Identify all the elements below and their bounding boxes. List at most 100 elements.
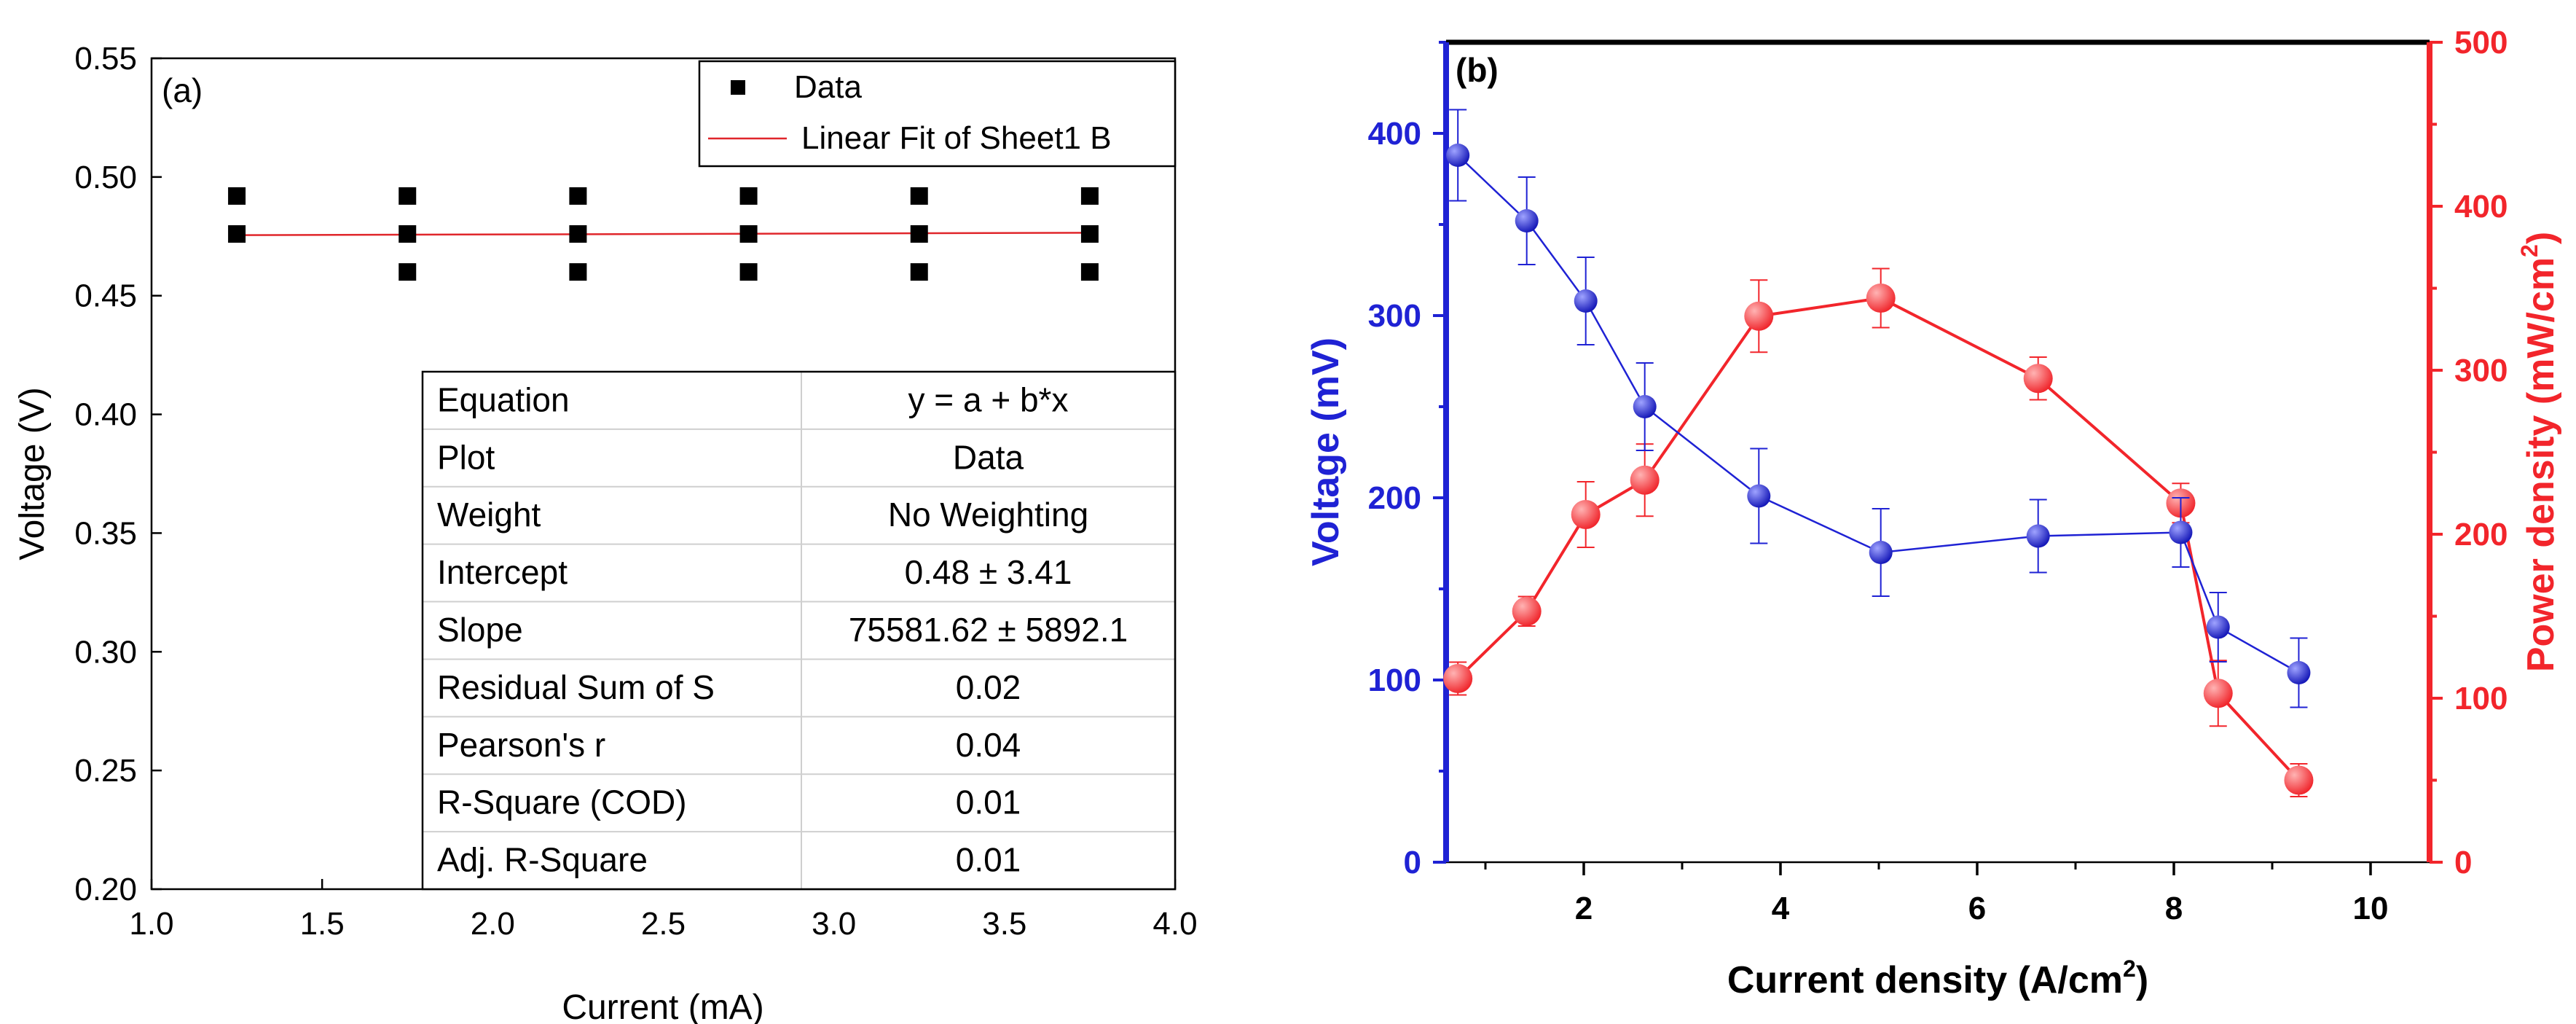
panel-b-left-y-axis-title: Voltage (mV) — [1305, 337, 1347, 566]
panel-b-left-y-tick-label: 0 — [1404, 845, 1421, 880]
voltage-data-point — [1574, 289, 1598, 313]
panel-b-label: (b) — [1456, 51, 1499, 89]
voltage-data-point — [2206, 615, 2230, 639]
data-point — [228, 187, 246, 205]
power-data-point — [1630, 465, 1660, 495]
fit-statistics-table: Equation y = a + b*x Plot Data Weight No Weig… — [421, 370, 1177, 891]
fit-table-value: Data — [953, 438, 1024, 476]
panel-b-right-y-tick-label: 400 — [2454, 189, 2508, 224]
panel-b-right-y-tick-label: 500 — [2454, 25, 2508, 60]
x-axis-title-sup: 2 — [2123, 955, 2136, 982]
panel-a-y-tick-label: 0.45 — [74, 278, 137, 314]
power-data-point — [2284, 765, 2314, 795]
x-axis-title-end: ) — [2136, 959, 2148, 1001]
fit-table-background — [423, 372, 1175, 889]
panel-a-x-tick-label: 4.0 — [1152, 906, 1197, 942]
fit-table-value: 0.04 — [956, 726, 1021, 764]
panel-b-right-y-tick-label: 200 — [2454, 517, 2508, 552]
panel-b-x-tick-label: 10 — [2353, 891, 2389, 926]
data-point — [739, 263, 758, 281]
fit-table-parameter: Residual Sum of S — [437, 668, 715, 706]
voltage-series-line — [1457, 155, 2300, 674]
panel-a-x-tick-label: 1.0 — [129, 906, 173, 942]
data-point — [1080, 263, 1099, 281]
panel-b-right-y-tick-label: 100 — [2454, 681, 2508, 716]
panel-a-x-tick-label: 1.5 — [300, 906, 345, 942]
panel-b-right-y-axis-title: Power density (mW/cm2) — [2516, 232, 2562, 672]
panel-b-left-y-tick-label: 100 — [1368, 663, 1421, 698]
legend-data-swatch — [731, 80, 745, 95]
fit-table-parameter: Slope — [437, 611, 523, 649]
data-point — [739, 187, 758, 205]
panel-b-left-y-tick-label: 300 — [1368, 298, 1421, 334]
panel-b-x-tick-label: 4 — [1772, 891, 1790, 926]
data-point — [739, 225, 758, 243]
power-data-point — [1443, 664, 1473, 693]
power-data-point — [1571, 500, 1601, 529]
panel-a-x-tick-label: 3.0 — [812, 906, 856, 942]
voltage-data-point — [2169, 520, 2193, 544]
power-data-point — [1744, 301, 1774, 331]
data-point — [398, 225, 417, 243]
data-point — [569, 225, 587, 243]
panel-a-x-tick-label: 2.0 — [471, 906, 515, 942]
linear-fit-line — [237, 232, 1090, 236]
fit-table-parameter: Weight — [437, 496, 541, 534]
voltage-data-point — [1633, 395, 1657, 418]
fit-table-value: 0.48 ± 3.41 — [905, 553, 1072, 591]
data-point — [398, 187, 417, 205]
fit-table-value: y = a + b*x — [908, 380, 1069, 418]
panel-a-y-tick-label: 0.20 — [74, 872, 137, 907]
panel-b-left-y-tick-label: 400 — [1368, 116, 1421, 152]
panel-b-left-y-tick-label: 200 — [1368, 480, 1421, 516]
panel-a-chart: 1.0 1.5 2.0 2.5 3.0 3.5 4.0 0.20 0.25 0.30 0.35 0.4… — [13, 41, 1198, 1024]
power-data-point — [1512, 596, 1542, 626]
fit-table-parameter: Adj. R-Square — [437, 841, 648, 879]
voltage-data-point — [1446, 144, 1470, 167]
data-point — [910, 187, 928, 205]
panel-a-y-tick-label: 0.25 — [74, 753, 137, 789]
fit-table-value: No Weighting — [888, 496, 1088, 534]
panel-a-y-tick-label: 0.55 — [74, 41, 137, 77]
panel-b-x-tick-label: 8 — [2165, 891, 2183, 926]
fit-table-value: 0.02 — [956, 668, 1021, 706]
legend-fit-label: Linear Fit of Sheet1 B — [801, 120, 1112, 156]
data-point — [1080, 225, 1099, 243]
panel-a-y-tick-label: 0.30 — [74, 634, 137, 670]
data-point — [1080, 187, 1099, 205]
panel-b-right-y-tick-label: 0 — [2454, 845, 2472, 880]
power-data-point — [2023, 364, 2053, 394]
fit-table-parameter: Intercept — [437, 553, 568, 591]
panel-a-x-tick-label: 2.5 — [641, 906, 686, 942]
panel-a-y-axis-title: Voltage (V) — [13, 387, 52, 560]
panel-b-x-tick-label: 2 — [1575, 891, 1593, 926]
panel-a-label: (a) — [162, 71, 203, 109]
panel-a-x-axis-title: Current (mA) — [562, 988, 763, 1024]
power-data-point — [2203, 679, 2233, 708]
panel-b-x-tick-label: 6 — [1968, 891, 1986, 926]
right-y-title-end: ) — [2520, 232, 2562, 244]
data-point — [398, 263, 417, 281]
data-point — [569, 187, 587, 205]
right-y-title-sup: 2 — [2516, 244, 2542, 257]
panel-a-x-tick-label: 3.5 — [982, 906, 1026, 942]
voltage-data-point — [2287, 661, 2311, 684]
panel-a-y-tick-label: 0.35 — [74, 515, 137, 551]
fit-table-value: 0.01 — [956, 783, 1021, 821]
fit-table-parameter: Equation — [437, 380, 570, 418]
voltage-data-point — [1515, 209, 1539, 232]
voltage-data-point — [2026, 524, 2050, 548]
panel-a-legend: Data Linear Fit of Sheet1 B — [698, 60, 1177, 168]
fit-table-parameter: R-Square (COD) — [437, 783, 687, 821]
voltage-data-point — [1869, 541, 1893, 564]
data-point — [569, 263, 587, 281]
data-point — [910, 263, 928, 281]
fit-table-parameter: Plot — [437, 438, 495, 476]
panel-a-y-tick-label: 0.50 — [74, 160, 137, 195]
data-point — [910, 225, 928, 243]
voltage-data-point — [1747, 484, 1771, 508]
legend-data-label: Data — [794, 69, 862, 105]
fit-table-value: 75581.62 ± 5892.1 — [849, 611, 1128, 649]
